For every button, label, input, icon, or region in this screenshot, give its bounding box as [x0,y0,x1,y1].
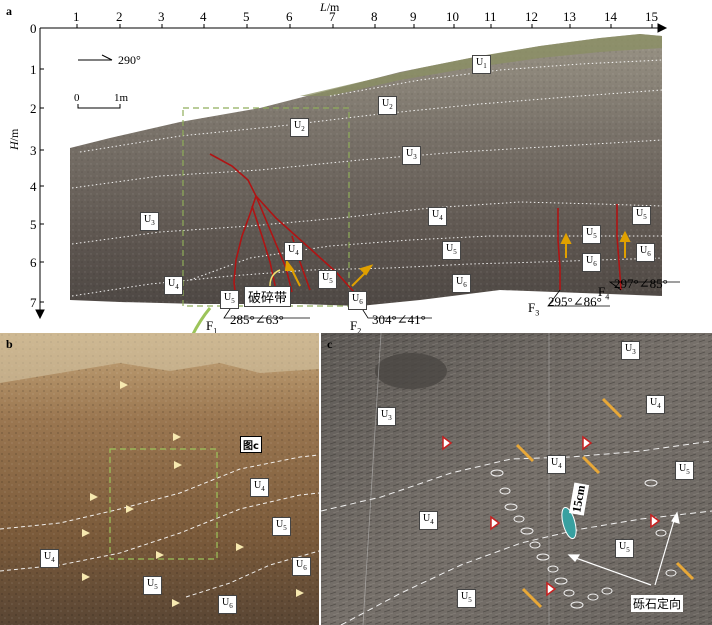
unit-label: U5 [457,589,476,608]
marker-triangles-c [442,435,661,597]
unit-label: U5 [632,206,651,225]
bearing-arrow [78,54,113,61]
axes [35,23,668,320]
y-tick: 7 [30,295,37,310]
unit-label: U5 [675,461,694,480]
scale-object [561,506,577,540]
panel-b: b 图c U4 U4 U5 U5 U6 U6 [0,333,319,625]
marker-triangles-b [82,381,304,607]
fault-name-f3: F3 [528,300,540,318]
fault-orientation-f3: 295°∠86° [548,294,602,309]
unit-label: U6 [582,253,601,272]
panel-c-letter: c [327,337,333,351]
unit-label: U5 [220,290,239,309]
y-tick: 2 [30,101,37,116]
x-tick: 15 [645,9,658,24]
unit-label: U4 [40,549,59,568]
breccia-pointer [269,269,281,287]
unit-label: U6 [218,595,237,614]
unit-boundaries-c [321,440,712,625]
unit-label: U4 [164,276,183,295]
x-tick: 9 [410,9,417,24]
unit-label: U4 [547,455,566,474]
x-tick: 11 [484,9,497,24]
y-tick: 6 [30,255,37,270]
unit-label: U3 [140,212,159,231]
unit-label: U3 [402,146,421,165]
scale-start-label: 0 [74,92,80,104]
y-tick: 0 [30,21,37,36]
panel-a-letter: a [6,4,12,18]
x-tick: 8 [371,9,378,24]
unit-label: U2 [290,118,309,137]
detail-box-c [109,448,218,560]
scale-end-label: 1m [114,92,129,104]
slip-arrows-c [515,397,695,609]
orientation-label: 砾石定向 [631,595,684,612]
x-tick: 6 [286,9,293,24]
unit-label: U4 [419,511,438,530]
unit-label: U6 [452,274,471,293]
y-tick: 5 [30,217,37,232]
x-tick: 7 [329,9,336,24]
fault-name-f1: F1 [206,318,218,336]
y-tick: 4 [30,179,37,194]
unit-label: U5 [582,225,601,244]
fault-orientation-f2: 304°∠41° [372,312,426,327]
panel-b-letter: b [6,337,13,351]
unit-label: U5 [615,539,634,558]
unit-label: U5 [143,576,162,595]
unit-boundaries [71,59,663,297]
unit-label: U5 [318,270,337,289]
unit-label: U6 [636,243,655,262]
clast-outlines [490,469,677,609]
unit-label: U6 [348,291,367,310]
slip-arrows [284,230,631,287]
x-tick: 2 [116,9,123,24]
unit-label: U4 [646,395,665,414]
unit-label: U5 [272,517,291,536]
y-tick: 1 [30,62,37,77]
breccia-zone-label: 破碎带 [244,286,292,307]
fault-orientation-f4: 297°∠85° [614,276,668,291]
unit-label: U5 [442,241,461,260]
panel-a: a [6,0,680,336]
inset-c-label: 图c [240,436,262,453]
scale-bar [77,104,121,109]
outcrop-photo-c [321,333,712,625]
x-tick: 3 [158,9,165,24]
x-tick: 4 [200,9,207,24]
panel-c: c U3 U3 U4 U4 U4 U5 U5 U5 15cm 砾石定向 [321,333,712,625]
unit-label: U4 [428,207,447,226]
fault-name-f2: F2 [350,318,362,336]
x-tick: 12 [525,9,538,24]
x-tick: 5 [243,9,250,24]
x-tick: 14 [604,9,617,24]
outcrop-photo-b [0,333,319,625]
x-tick: 1 [73,9,80,24]
unit-label: U3 [621,341,640,360]
x-tick: 10 [446,9,459,24]
detail-box-b [182,107,350,307]
fault-orientation-f1: 285°∠63° [230,312,284,327]
orientation-arrows [567,511,680,586]
x-axis-label: L/m [320,0,340,14]
unit-label: U1 [472,55,491,74]
unit-label: U4 [284,242,303,261]
unit-label: U6 [292,557,311,576]
bearing-label: 290° [118,53,141,67]
y-axis-label: H/m [7,128,21,150]
x-tick: 13 [563,9,576,24]
fault-name-f4: F4 [598,284,610,302]
unit-label: U3 [377,407,396,426]
unit-label: U4 [250,478,269,497]
y-tick: 3 [30,143,37,158]
unit-label: U2 [378,96,397,115]
